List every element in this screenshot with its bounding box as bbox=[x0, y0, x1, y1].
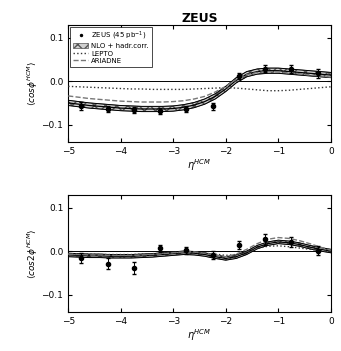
Title: ZEUS: ZEUS bbox=[181, 12, 218, 25]
Y-axis label: $\langle cos2\phi^{HCM} \rangle$: $\langle cos2\phi^{HCM} \rangle$ bbox=[26, 229, 40, 279]
X-axis label: $\eta^{HCM}$: $\eta^{HCM}$ bbox=[188, 157, 211, 173]
X-axis label: $\eta^{HCM}$: $\eta^{HCM}$ bbox=[188, 327, 211, 343]
Y-axis label: $\langle cos\phi^{HCM} \rangle$: $\langle cos\phi^{HCM} \rangle$ bbox=[26, 61, 40, 106]
Legend: ZEUS (45 pb$^{-1}$), NLO + hadr.corr., LEPTO, ARIADNE: ZEUS (45 pb$^{-1}$), NLO + hadr.corr., L… bbox=[70, 27, 151, 67]
